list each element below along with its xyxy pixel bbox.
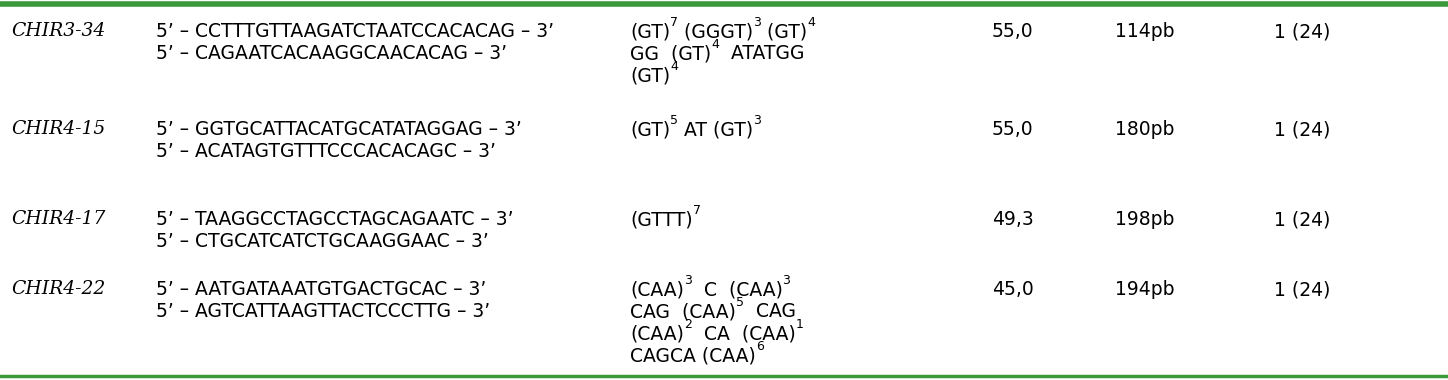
Text: 3: 3 — [683, 274, 692, 287]
Text: CHIR4-15: CHIR4-15 — [12, 120, 106, 138]
Text: 114pb: 114pb — [1115, 22, 1174, 41]
Text: (GT): (GT) — [630, 120, 670, 139]
Text: 1 (24): 1 (24) — [1274, 120, 1331, 139]
Text: CAGCA (CAA): CAGCA (CAA) — [630, 346, 756, 365]
Text: CA  (CAA): CA (CAA) — [692, 324, 795, 343]
Text: 5: 5 — [670, 114, 678, 127]
Text: 5’ – AGTCATTAAGTTACTCCCTTG – 3’: 5’ – AGTCATTAAGTTACTCCCTTG – 3’ — [156, 302, 491, 321]
Text: (CAA): (CAA) — [630, 280, 683, 299]
Text: 5: 5 — [736, 296, 744, 309]
Text: CHIR4-22: CHIR4-22 — [12, 280, 106, 298]
Text: 45,0: 45,0 — [992, 280, 1034, 299]
Text: (GT): (GT) — [762, 22, 807, 41]
Text: (CAA): (CAA) — [630, 324, 683, 343]
Text: 5’ – ACATAGTGTTTCCCACACAGC – 3’: 5’ – ACATAGTGTTTCCCACACAGC – 3’ — [156, 142, 497, 161]
Text: 3: 3 — [782, 274, 791, 287]
Text: (GT): (GT) — [630, 66, 670, 85]
Text: 55,0: 55,0 — [992, 120, 1034, 139]
Text: 3: 3 — [753, 16, 762, 29]
Text: 2: 2 — [683, 318, 692, 331]
Text: 5’ – CAGAATCACAAGGCAACACAG – 3’: 5’ – CAGAATCACAAGGCAACACAG – 3’ — [156, 44, 507, 63]
Text: 4: 4 — [670, 60, 678, 73]
Text: 49,3: 49,3 — [992, 210, 1034, 229]
Text: AT (GT): AT (GT) — [678, 120, 753, 139]
Text: CHIR4-17: CHIR4-17 — [12, 210, 106, 228]
Text: CAG  (CAA): CAG (CAA) — [630, 302, 736, 321]
Text: 5’ – CTGCATCATCTGCAAGGAAC – 3’: 5’ – CTGCATCATCTGCAAGGAAC – 3’ — [156, 232, 489, 251]
Text: 1 (24): 1 (24) — [1274, 210, 1331, 229]
Text: (GTTT): (GTTT) — [630, 210, 692, 229]
Text: 7: 7 — [670, 16, 678, 29]
Text: 7: 7 — [692, 204, 701, 217]
Text: 5’ – AATGATAAATGTGACTGCAC – 3’: 5’ – AATGATAAATGTGACTGCAC – 3’ — [156, 280, 487, 299]
Text: 5’ – CCTTTGTTAAGATCTAATCCACACAG – 3’: 5’ – CCTTTGTTAAGATCTAATCCACACAG – 3’ — [156, 22, 555, 41]
Text: CHIR3-34: CHIR3-34 — [12, 22, 106, 40]
Text: 1 (24): 1 (24) — [1274, 22, 1331, 41]
Text: 1 (24): 1 (24) — [1274, 280, 1331, 299]
Text: GG  (GT): GG (GT) — [630, 44, 711, 63]
Text: 3: 3 — [753, 114, 762, 127]
Text: 4: 4 — [711, 38, 718, 51]
Text: ATATGG: ATATGG — [718, 44, 805, 63]
Text: 198pb: 198pb — [1115, 210, 1174, 229]
Text: 6: 6 — [756, 340, 763, 353]
Text: 194pb: 194pb — [1115, 280, 1174, 299]
Text: (GGGT): (GGGT) — [678, 22, 753, 41]
Text: CAG: CAG — [744, 302, 796, 321]
Text: C  (CAA): C (CAA) — [692, 280, 782, 299]
Text: 55,0: 55,0 — [992, 22, 1034, 41]
Text: (GT): (GT) — [630, 22, 670, 41]
Text: 5’ – TAAGGCCTAGCCTAGCAGAATC – 3’: 5’ – TAAGGCCTAGCCTAGCAGAATC – 3’ — [156, 210, 514, 229]
Text: 5’ – GGTGCATTACATGCATATAGGAG – 3’: 5’ – GGTGCATTACATGCATATAGGAG – 3’ — [156, 120, 523, 139]
Text: 1: 1 — [795, 318, 804, 331]
Text: 4: 4 — [807, 16, 815, 29]
Text: 180pb: 180pb — [1115, 120, 1174, 139]
